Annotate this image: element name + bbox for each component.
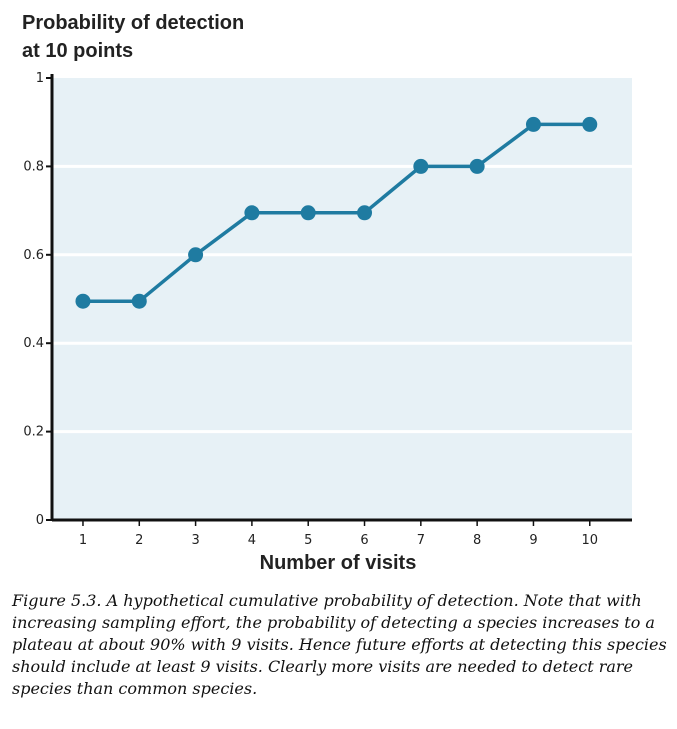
x-tick-label: 10	[581, 533, 598, 548]
x-tick-label: 2	[135, 533, 143, 548]
y-axis-ticks: 0 0.2 0.4 0.6 0.8 1	[23, 71, 52, 528]
data-point	[357, 205, 373, 221]
data-point	[75, 293, 91, 309]
y-tick-label: 0.2	[23, 425, 44, 440]
data-point	[188, 247, 204, 263]
y-tick-label: 1	[36, 71, 44, 86]
chart-title-line-1: Probability of detection	[22, 12, 244, 34]
data-point	[300, 205, 316, 221]
x-tick-label: 5	[304, 533, 312, 548]
x-tick-label: 4	[248, 533, 256, 548]
x-tick-label: 9	[529, 533, 537, 548]
x-tick-label: 8	[473, 533, 481, 548]
figure-caption: Figure 5.3. A hypothetical cumulative pr…	[12, 591, 667, 698]
plot-area	[52, 78, 632, 520]
data-point	[131, 293, 147, 309]
y-tick-label: 0	[36, 513, 44, 528]
axes	[50, 74, 632, 522]
x-tick-label: 3	[191, 533, 199, 548]
data-point	[582, 116, 598, 132]
y-tick-label: 0.8	[23, 159, 44, 174]
series-points	[75, 116, 598, 309]
data-point	[244, 205, 260, 221]
y-tick-label: 0.6	[23, 248, 44, 263]
data-point	[469, 158, 485, 174]
data-point	[413, 158, 429, 174]
chart-title-line-2: at 10 points	[22, 40, 133, 62]
data-point	[525, 116, 541, 132]
chart: Probability of detection at 10 points 00…	[22, 12, 632, 574]
gridlines	[52, 164, 632, 434]
series-line	[83, 122, 590, 303]
x-tick-label: 7	[417, 533, 425, 548]
y-tick-label: 0.4	[23, 336, 44, 351]
x-tick-label: 1	[79, 533, 87, 548]
x-axis-ticks: 1 2 3 4 5 6 7 8 9 10	[79, 520, 598, 548]
x-tick-label: 6	[360, 533, 368, 548]
x-axis-label: Number of visits	[260, 552, 417, 574]
